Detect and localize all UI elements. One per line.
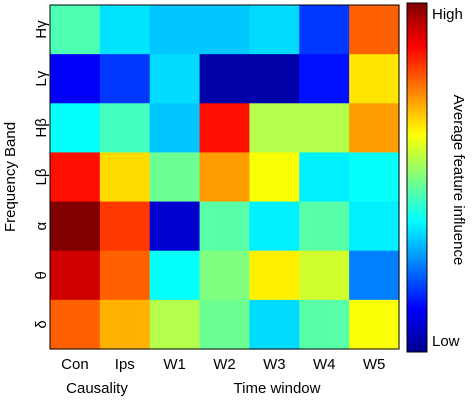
x-tick-label: W4 <box>313 356 336 373</box>
heatmap-cell <box>349 5 400 55</box>
heatmap-cell <box>149 54 201 104</box>
heatmap-cell <box>299 54 350 104</box>
heatmap-cell <box>199 299 251 350</box>
y-tick-label: θ <box>33 271 50 279</box>
heatmap-cell <box>50 54 101 104</box>
heatmap-cell <box>99 299 151 350</box>
heatmap-cells <box>50 5 400 350</box>
heatmap-cell <box>349 54 400 104</box>
heatmap-cell <box>149 152 201 203</box>
heatmap-cell <box>50 299 101 350</box>
heatmap-cell <box>199 103 251 154</box>
heatmap-cell <box>349 103 400 154</box>
y-tick-label: δ <box>33 320 50 328</box>
heatmap-cell <box>149 250 201 301</box>
heatmap-cell <box>149 103 201 154</box>
heatmap-cell <box>349 152 400 203</box>
heatmap-cell <box>50 201 101 252</box>
heatmap-cell <box>249 54 300 104</box>
y-tick-labels: Hγ Lγ Hβ Lβ α θ δ <box>33 20 50 329</box>
heatmap-cell <box>50 5 101 55</box>
heatmap-cell <box>149 201 201 252</box>
x-group-label-time-window: Time window <box>234 380 321 397</box>
heatmap-cell <box>99 5 151 55</box>
heatmap-cell <box>199 152 251 203</box>
heatmap-cell <box>349 250 400 301</box>
heatmap-cell <box>249 5 300 55</box>
heatmap-cell <box>299 250 350 301</box>
heatmap-cell <box>299 5 350 55</box>
heatmap-cell <box>299 103 350 154</box>
x-tick-label: W1 <box>163 356 186 373</box>
heatmap-cell <box>99 250 151 301</box>
heatmap-cell <box>199 250 251 301</box>
heatmap-cell <box>149 5 201 55</box>
y-tick-label: Hβ <box>33 118 50 138</box>
heatmap-cell <box>50 103 101 154</box>
heatmap-cell <box>50 152 101 203</box>
x-tick-label: W3 <box>263 356 286 373</box>
x-tick-label: Ips <box>115 356 135 373</box>
x-group-label-causality: Causality <box>66 380 128 397</box>
y-tick-label: Hγ <box>33 20 50 39</box>
heatmap-cell <box>199 5 251 55</box>
heatmap-cell <box>249 250 300 301</box>
heatmap-cell <box>249 103 300 154</box>
colorbar-high-label: High <box>432 6 463 23</box>
heatmap-cell <box>299 201 350 252</box>
y-tick-label: Lγ <box>33 70 50 86</box>
heatmap-cell <box>99 54 151 104</box>
plot-frame <box>49 4 400 350</box>
heatmap-cell <box>249 299 300 350</box>
heatmap-cell <box>99 152 151 203</box>
heatmap-cell <box>199 54 251 104</box>
heatmap-cell <box>349 299 400 350</box>
heatmap-cell <box>149 299 201 350</box>
heatmap-cell <box>299 299 350 350</box>
x-tick-label: Con <box>61 356 89 373</box>
heatmap-cell <box>299 152 350 203</box>
heatmap-cell <box>99 201 151 252</box>
y-tick-label: Lβ <box>33 168 50 185</box>
heatmap-cell <box>199 201 251 252</box>
colorbar-title: Average feature influence <box>450 95 467 266</box>
heatmap-cell <box>249 201 300 252</box>
x-tick-label: W5 <box>363 356 386 373</box>
colorbar-low-label: Low <box>432 333 460 350</box>
y-axis-label: Frequency Band <box>2 122 19 232</box>
heatmap-cell <box>50 250 101 301</box>
heatmap-cell <box>99 103 151 154</box>
y-tick-label: α <box>33 221 50 230</box>
heatmap-cell <box>349 201 400 252</box>
x-tick-label: W2 <box>213 356 236 373</box>
heatmap-cell <box>249 152 300 203</box>
colorbar <box>406 2 428 353</box>
x-tick-labels: Con Ips W1 W2 W3 W4 W5 <box>61 356 385 373</box>
